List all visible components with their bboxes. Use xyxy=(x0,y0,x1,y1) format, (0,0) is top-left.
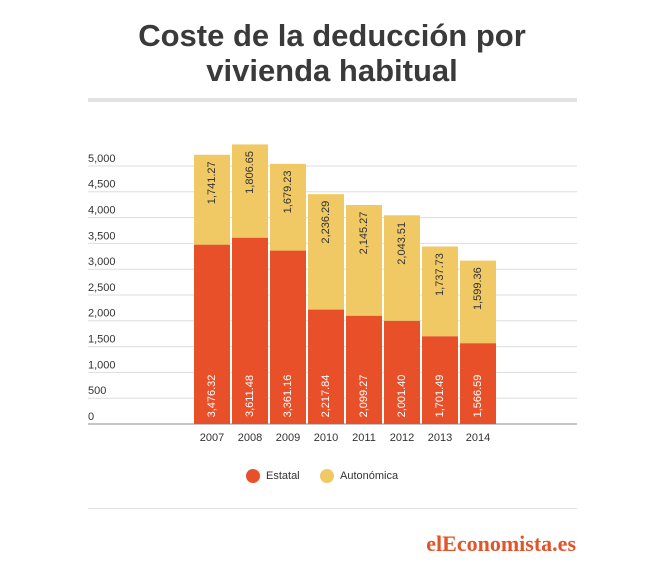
value-label: 1,737.73 xyxy=(434,253,446,296)
x-tick-label: 2013 xyxy=(428,432,452,444)
chart-title: Coste de la deducción por xyxy=(138,18,526,53)
bar-segment xyxy=(346,315,382,424)
separator xyxy=(88,98,577,102)
y-tick-label: 4,500 xyxy=(88,179,116,191)
bar-segment xyxy=(232,144,268,238)
bar-segment xyxy=(422,336,458,424)
bar-segment xyxy=(384,215,420,321)
bar-segment xyxy=(232,237,268,424)
y-tick-label: 2,000 xyxy=(88,308,116,320)
x-tick-label: 2009 xyxy=(276,432,300,444)
value-label: 1,741.27 xyxy=(206,161,218,204)
value-label: 1,701.49 xyxy=(434,375,446,418)
bar-segment xyxy=(346,204,382,316)
x-tick-label: 2014 xyxy=(466,432,490,444)
value-label: 2,001.40 xyxy=(396,375,408,418)
y-tick-label: 500 xyxy=(88,385,106,397)
y-tick-label: 3,000 xyxy=(88,256,116,268)
value-label: 1,679.23 xyxy=(282,171,294,214)
bar-segment xyxy=(460,343,496,424)
value-label: 2,099.27 xyxy=(358,375,370,418)
value-label: 2,236.29 xyxy=(320,201,332,244)
x-tick-label: 2008 xyxy=(238,432,262,444)
y-tick-label: 3,500 xyxy=(88,230,116,242)
value-label: 1,599.36 xyxy=(472,267,484,310)
bar-segment xyxy=(194,154,230,245)
bar-segment xyxy=(270,250,306,424)
legend-label: Estatal xyxy=(266,470,300,482)
value-label: 2,043.51 xyxy=(396,222,408,265)
y-tick-label: 1,500 xyxy=(88,334,116,346)
value-label: 2,145.27 xyxy=(358,212,370,255)
bar-segment xyxy=(194,244,230,424)
x-tick-label: 2011 xyxy=(352,432,376,444)
bar-segment xyxy=(308,309,344,424)
bar-segment xyxy=(384,320,420,424)
x-tick-label: 2007 xyxy=(200,432,224,444)
value-label: 3,611.48 xyxy=(244,375,256,417)
legend-swatch xyxy=(320,469,334,483)
chart-title: vivienda habitual xyxy=(206,53,458,88)
y-tick-label: 4,000 xyxy=(88,205,116,217)
bar-segment xyxy=(460,260,496,344)
bar-segment xyxy=(422,246,458,337)
x-tick-label: 2010 xyxy=(314,432,338,444)
bar-segment xyxy=(270,163,306,251)
value-label: 3,476.32 xyxy=(206,375,218,418)
y-tick-label: 1,000 xyxy=(88,359,116,371)
value-label: 1,566.59 xyxy=(472,375,484,418)
y-tick-label: 2,500 xyxy=(88,282,116,294)
value-label: 3,361.16 xyxy=(282,375,294,418)
y-tick-label: 0 xyxy=(88,411,94,423)
legend-swatch xyxy=(246,469,260,483)
bar-segment xyxy=(308,194,344,310)
y-tick-label: 5,000 xyxy=(88,153,116,165)
x-tick-label: 2012 xyxy=(390,432,414,444)
legend-label: Autonómica xyxy=(340,470,399,482)
separator xyxy=(88,508,577,509)
value-label: 2,217.84 xyxy=(320,375,332,418)
brand: elEconomista.es xyxy=(426,531,576,556)
value-label: 1,806.65 xyxy=(244,151,256,194)
